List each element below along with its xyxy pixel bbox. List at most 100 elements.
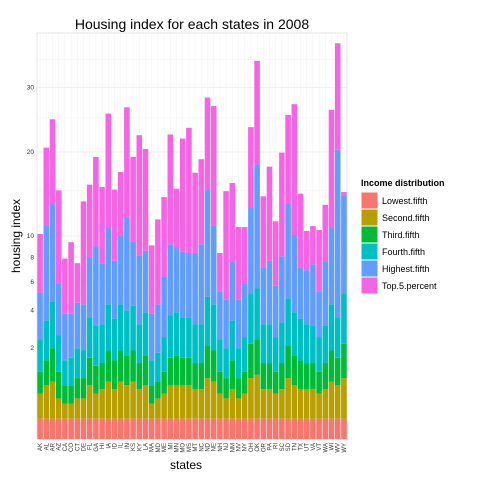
bar-segment (204, 418, 211, 439)
x-tick-label: CT (75, 443, 81, 451)
bar-segment (297, 267, 304, 319)
x-axis: AK AL AR AZ CA CO CT DE FL GA HI IA ID IL IN KS KY LA MA MD… (38, 442, 348, 452)
bar-segment (235, 227, 242, 300)
bar-segment (210, 418, 217, 439)
bar-segment (254, 339, 260, 375)
bar-segment (210, 304, 217, 351)
bar-segment (341, 378, 347, 419)
bars (37, 43, 347, 439)
bar-segment (111, 360, 118, 390)
bar-segment (334, 418, 341, 439)
bar-segment (210, 350, 217, 382)
bar-segment (254, 60, 260, 165)
bar-segment (142, 250, 149, 313)
bar-segment (37, 393, 43, 419)
bar-segment (49, 301, 56, 349)
bar-segment (155, 352, 161, 382)
bar-segment (124, 418, 130, 439)
x-tick-label: PA (268, 443, 274, 451)
legend-label: Top.5.percent (382, 281, 437, 291)
bar-segment (37, 233, 43, 293)
bar-segment (254, 288, 260, 340)
bar-segment (86, 385, 93, 419)
bar-segment (148, 245, 155, 314)
bar-segment (297, 389, 304, 419)
bar-segment (303, 230, 310, 271)
bar-segment (217, 371, 223, 394)
bar-segment (192, 172, 198, 253)
x-tick-label: AR (51, 442, 57, 451)
x-tick-label: FL (88, 442, 94, 450)
bar-segment (37, 418, 43, 439)
bar-segment (341, 192, 347, 196)
x-tick-label: OK (255, 443, 261, 452)
bar-segment (111, 389, 118, 419)
bar-segment (99, 389, 105, 419)
bar-segment (328, 418, 335, 439)
bar-segment (68, 313, 74, 358)
bar-segment (173, 355, 180, 386)
bar-segment (248, 343, 254, 379)
bar-segment (49, 204, 56, 302)
bar-segment (117, 236, 124, 305)
bar-segment (86, 357, 93, 386)
bar-segment (62, 418, 68, 439)
bar-segment (43, 385, 50, 419)
bar-segment (235, 398, 242, 419)
bar-segment (310, 325, 316, 364)
bar-segment (86, 184, 93, 258)
bar-segment (55, 418, 62, 439)
bar-segment (124, 310, 130, 356)
bar-segment (310, 363, 316, 390)
x-tick-label: MN (175, 443, 181, 452)
bar-segment (130, 418, 136, 439)
x-tick-label: OR (261, 442, 267, 452)
bar-segment (266, 324, 273, 364)
bar-segment (186, 317, 192, 358)
bar-segment (248, 127, 254, 208)
x-tick-label: ID (113, 442, 119, 449)
bar-segment (198, 363, 205, 390)
y-tick-label: 8 (30, 254, 34, 261)
bar-segment (266, 260, 273, 325)
x-tick-label: TX (299, 443, 305, 451)
bar-segment (260, 196, 267, 268)
bar-segment (223, 378, 229, 399)
bar-segment (272, 285, 279, 338)
bar-segment (130, 305, 136, 351)
x-tick-label: IN (125, 443, 131, 449)
legend-key (360, 276, 379, 295)
bar-segment (229, 360, 236, 390)
bar-segment (316, 418, 322, 439)
x-tick-label: UT (305, 443, 311, 451)
bar-segment (241, 337, 248, 372)
bar-segment (111, 418, 118, 439)
y-axis: 2 4 6 8 10 20 30 (27, 84, 35, 352)
bar-segment (328, 228, 335, 305)
bar-segment (99, 187, 105, 264)
x-tick-label: ND (206, 442, 212, 451)
bar-segment (148, 385, 155, 404)
bar-segment (235, 348, 242, 379)
bar-segment (173, 418, 180, 439)
chart-title: Housing index for each states in 2008 (75, 16, 309, 32)
bar-segment (136, 135, 143, 256)
bar-segment (43, 418, 50, 439)
bar-segment (260, 324, 267, 364)
bar-segment (148, 403, 155, 419)
bar-segment (322, 363, 329, 390)
x-tick-label: KS (131, 443, 137, 451)
bar-segment (136, 418, 143, 439)
bar-segment (43, 320, 50, 361)
bar-segment (303, 324, 310, 364)
bar-segment (136, 324, 143, 364)
bar-segment (192, 252, 198, 325)
x-tick-label: KY (137, 443, 143, 451)
bar-segment (316, 291, 322, 338)
x-tick-label: CA (63, 443, 69, 451)
bar-segment (68, 357, 74, 386)
bar-segment (179, 317, 186, 358)
bar-segment (148, 418, 155, 439)
bar-segment (117, 304, 124, 351)
